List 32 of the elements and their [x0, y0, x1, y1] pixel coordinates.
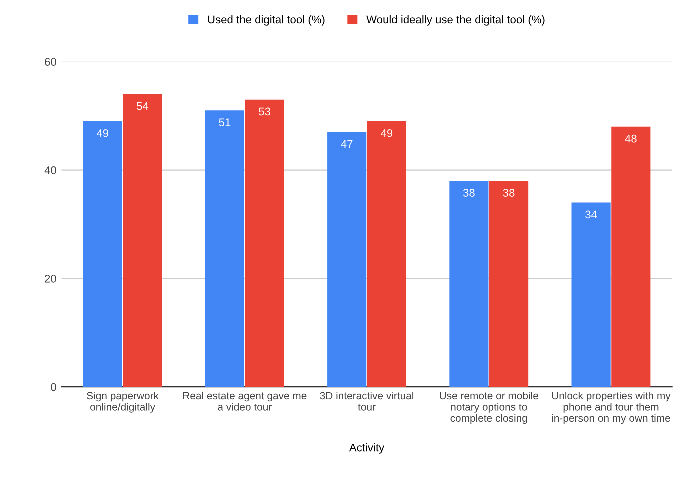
bar [572, 202, 611, 388]
y-tick-label: 0 [51, 383, 56, 392]
legend-label: Would ideally use the digital tool (%) [366, 16, 545, 26]
data-label: 38 [463, 189, 475, 197]
bar [612, 126, 651, 388]
data-label: 54 [136, 102, 149, 110]
data-label: 49 [381, 129, 393, 138]
x-axis-title: Activity [349, 444, 385, 454]
data-label: 47 [341, 140, 353, 148]
bar [328, 132, 367, 388]
bar [245, 100, 284, 388]
data-label: 38 [503, 189, 515, 197]
y-tick-label: 20 [45, 274, 56, 283]
x-tick-label: Sign paperwork online/digitally [87, 392, 159, 413]
bar [83, 122, 122, 388]
bar [205, 110, 245, 388]
bar [367, 122, 406, 388]
legend-label: Used the digital tool (%) [208, 16, 325, 26]
data-label: 53 [259, 108, 271, 116]
x-tick-label: Real estate agent gave me a video tour [184, 392, 307, 411]
data-label: 48 [625, 134, 637, 143]
y-tick-label: 40 [44, 166, 56, 174]
data-label: 51 [219, 118, 231, 127]
x-tick-label: Unlock properties with my phone and tour them in-person on my own time [552, 392, 671, 424]
bar [490, 181, 529, 388]
x-tick-label: Use remote or mobile notary options to complete closing [440, 392, 538, 424]
x-tick-label: 3D interactive virtual tour [320, 392, 414, 411]
y-tick-label: 60 [45, 58, 56, 66]
data-label: 49 [96, 129, 109, 138]
bar [123, 94, 162, 388]
data-label: 34 [586, 210, 598, 219]
bar [450, 181, 489, 388]
